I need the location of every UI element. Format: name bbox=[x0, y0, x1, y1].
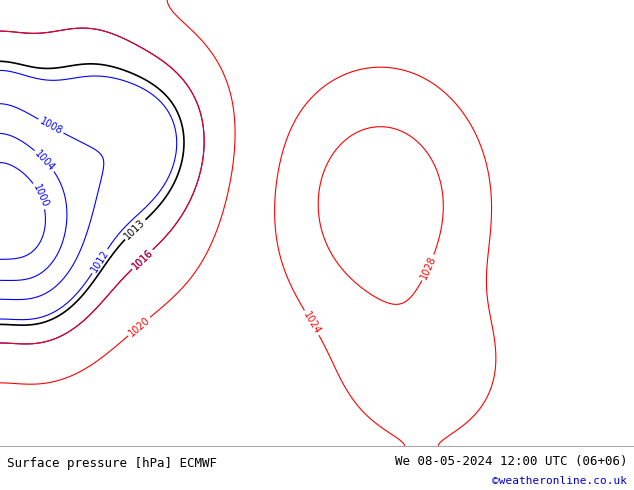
Text: ©weatheronline.co.uk: ©weatheronline.co.uk bbox=[492, 476, 627, 486]
Text: 1028: 1028 bbox=[418, 254, 438, 281]
Text: We 08-05-2024 12:00 UTC (06+06): We 08-05-2024 12:00 UTC (06+06) bbox=[394, 455, 627, 468]
Text: 1016: 1016 bbox=[130, 247, 155, 271]
Text: 1020: 1020 bbox=[126, 315, 152, 338]
Text: 1024: 1024 bbox=[301, 310, 322, 336]
Text: 1000: 1000 bbox=[30, 183, 50, 209]
Text: 1012: 1012 bbox=[89, 248, 111, 274]
Text: Surface pressure [hPa] ECMWF: Surface pressure [hPa] ECMWF bbox=[7, 457, 217, 470]
Text: 1016: 1016 bbox=[130, 247, 155, 271]
Text: 1013: 1013 bbox=[123, 218, 147, 242]
Text: 1008: 1008 bbox=[38, 116, 64, 136]
Text: 1004: 1004 bbox=[33, 148, 57, 173]
